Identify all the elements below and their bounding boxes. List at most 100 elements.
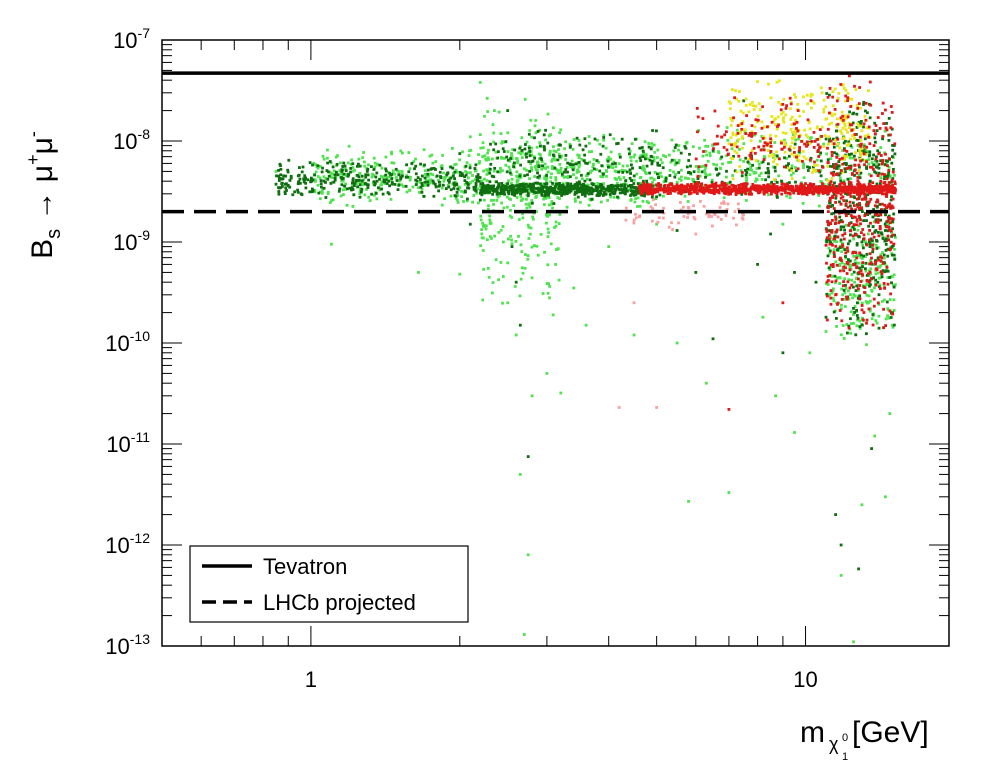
data-point-dark-green [562,185,566,189]
data-point-dark-green [366,186,370,189]
data-point-red [841,195,845,199]
data-point-light-green [769,182,773,186]
data-point-light-green [841,149,844,152]
data-point-light-green [545,177,549,180]
data-point-light-green [604,146,608,150]
data-point-dark-green [873,136,877,140]
data-point-light-green [773,141,777,144]
data-point-dark-green [890,253,894,257]
data-point-light-green [331,198,335,202]
data-point-light-green [391,172,395,175]
data-point-yellow [845,116,848,120]
data-point-dark-green [687,159,691,162]
data-point-dark-green [875,165,879,169]
data-point-light-green [554,263,557,266]
data-point-red [717,184,721,188]
data-point-dark-green [836,247,840,251]
data-point-light-green [829,265,832,269]
data-point-light-green [536,163,539,166]
data-point-light-green [576,168,579,172]
data-point-light-green [557,148,560,151]
data-point-red [885,265,889,269]
data-point-light-green [428,178,431,182]
data-point-dark-green [531,185,535,189]
data-point-dark-green [486,183,490,187]
data-point-red [685,185,689,189]
data-point-dark-green [874,218,878,222]
data-point-light-green [760,161,763,164]
data-point-dark-green [679,151,683,155]
data-point-dark-green [378,177,381,181]
data-point-light-green [602,138,606,142]
data-point-dark-green [832,170,836,174]
data-point-red [878,227,882,230]
data-point-yellow [826,164,830,168]
data-point-yellow [817,137,821,141]
data-point-dark-green [794,180,797,184]
data-point-dark-green [560,172,564,176]
data-point-red [834,189,838,193]
data-point-light-green [540,167,544,171]
data-point-light-green [652,156,656,159]
data-point-yellow [820,125,824,129]
data-point-light-green [656,156,659,159]
data-point-dark-green [277,186,280,189]
data-point-yellow [734,133,738,137]
data-point-yellow [774,134,778,138]
data-point-dark-green [847,258,850,261]
data-point-red [852,223,856,226]
data-point-dark-green [473,167,477,170]
data-point-yellow [774,123,777,126]
data-point-red [680,190,684,194]
data-point-light-green [833,240,836,243]
data-point-yellow [750,101,754,104]
data-point-light-green [746,191,750,194]
data-point-dark-green [832,163,835,166]
data-point-light-green [425,175,429,178]
data-point-dark-green [808,166,811,169]
data-point-red [881,202,884,206]
data-point-dark-green [299,181,302,185]
data-point-dark-green [582,190,586,193]
data-point-red [787,186,791,190]
data-point-red [787,191,791,195]
data-point-yellow [775,163,779,166]
data-point-dark-green [886,247,890,251]
data-point-light-green [512,204,516,207]
data-point-red [845,150,849,153]
data-point-light-green [418,180,422,184]
data-point-red [777,187,780,190]
data-point-dark-green [548,189,552,193]
data-point-dark-green [492,148,496,152]
data-point-red [882,187,886,191]
data-point-red [868,262,872,266]
data-point-red [848,222,851,225]
data-point-light-green [407,151,411,154]
data-point-light-green [662,180,666,184]
data-point-dark-green [627,147,631,151]
data-point-light-green [313,190,317,194]
data-point-dark-green [853,196,857,200]
data-point-dark-green [859,253,863,257]
data-point-light-green [379,183,383,187]
data-point-red [734,192,738,196]
data-point-dark-green [828,201,831,204]
data-point-light-green [548,151,552,155]
data-point-light-green [428,181,432,184]
data-point-red [887,169,891,172]
data-point-light-green [849,293,852,296]
data-point-dark-green [375,171,379,175]
data-point-red [855,218,859,221]
data-point-red [846,249,850,253]
data-point-dark-green [608,133,612,137]
data-point-light-green [507,179,510,183]
data-point-red [889,229,893,233]
data-point-light-green [547,203,551,207]
data-point-red [704,183,708,187]
data-point-pink [692,215,696,219]
data-point-light-green [346,161,350,165]
data-point-red [748,132,752,135]
data-point-dark-green [849,233,852,237]
data-point-dark-green [293,190,297,194]
